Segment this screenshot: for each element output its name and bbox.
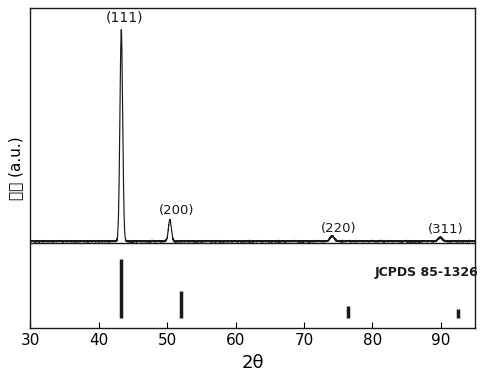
Text: (111): (111): [106, 10, 144, 24]
Text: (311): (311): [428, 223, 464, 236]
Text: (220): (220): [321, 222, 356, 235]
Text: (200): (200): [159, 204, 194, 217]
Y-axis label: 强度 (a.u.): 强度 (a.u.): [8, 136, 24, 200]
Text: JCPDS 85-1326: JCPDS 85-1326: [375, 266, 479, 279]
X-axis label: 2θ: 2θ: [242, 354, 264, 372]
